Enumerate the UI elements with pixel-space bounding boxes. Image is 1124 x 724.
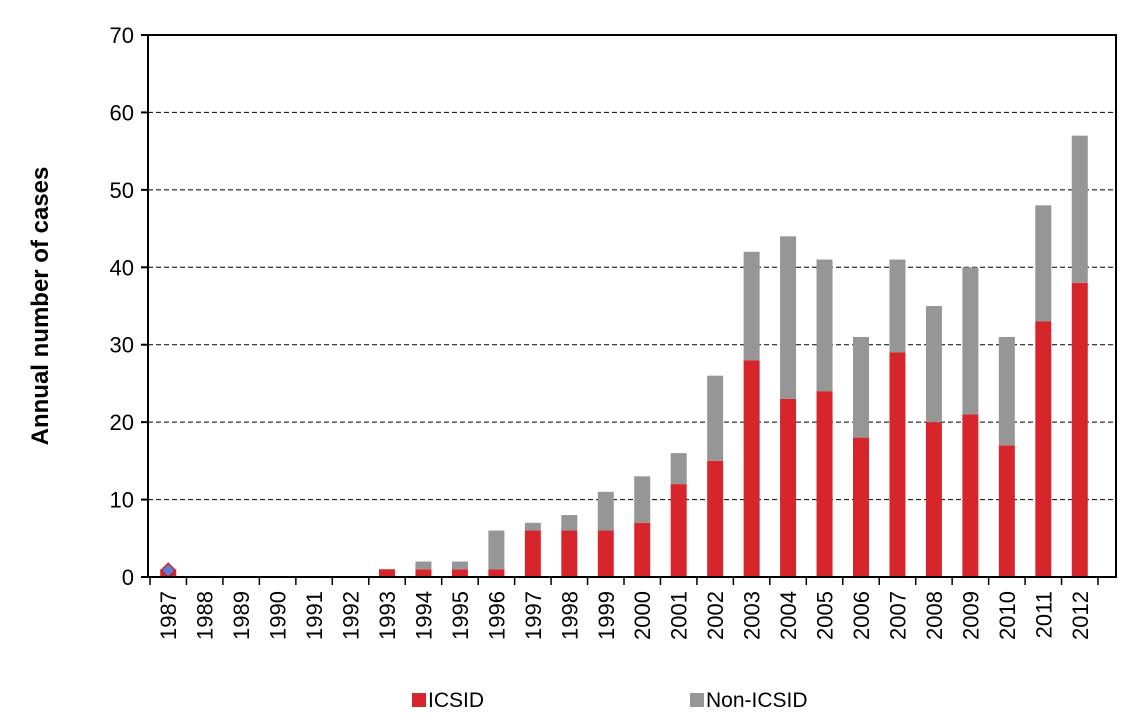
bar-non-icsid <box>816 259 833 392</box>
x-tick-label: 1993 <box>375 591 400 640</box>
x-tick-label: 1988 <box>193 591 218 640</box>
bar-icsid <box>451 569 468 577</box>
x-tick-label: 1999 <box>594 591 619 640</box>
bar-icsid <box>597 530 614 577</box>
bar-non-icsid <box>561 515 578 531</box>
bar-non-icsid <box>1071 135 1088 283</box>
bar-non-icsid <box>925 306 942 423</box>
x-tick-label: 2010 <box>995 591 1020 640</box>
bar-icsid <box>1035 321 1052 577</box>
x-tick-label: 2004 <box>776 591 801 640</box>
bar-non-icsid <box>597 491 614 531</box>
x-tick-label: 1996 <box>484 591 509 640</box>
x-tick-label: 2007 <box>885 591 910 640</box>
x-tick-label: 2009 <box>958 591 983 640</box>
bar-non-icsid <box>1035 205 1052 322</box>
bar-icsid <box>853 437 869 577</box>
legend-label: ICSID <box>428 689 484 712</box>
x-tick-label: 1991 <box>302 591 327 640</box>
x-tick-label: 2002 <box>703 591 728 640</box>
bar-icsid <box>379 569 395 577</box>
bar-non-icsid <box>853 336 869 438</box>
x-tick-label: 2005 <box>813 591 838 640</box>
y-axis-ticks: 0 10 20 30 40 50 60 70 <box>110 23 148 590</box>
y-axis-title: Annual number of cases <box>27 167 54 446</box>
bar-non-icsid <box>488 530 505 570</box>
bar-non-icsid <box>707 375 724 461</box>
bar-non-icsid <box>634 476 651 523</box>
x-tick-label: 2003 <box>740 591 765 640</box>
x-tick-label: 2001 <box>667 591 692 640</box>
x-tick-label: 2011 <box>1031 591 1056 638</box>
x-tick-label: 1998 <box>557 591 582 640</box>
bar-non-icsid <box>415 561 432 570</box>
bar-icsid <box>1071 282 1088 577</box>
y-tick-label: 0 <box>122 565 134 590</box>
y-tick-label: 40 <box>110 255 134 280</box>
bar-non-icsid <box>524 522 541 531</box>
bar-icsid <box>634 522 651 577</box>
x-tick-label: 1987 <box>156 591 181 640</box>
bar-icsid <box>889 352 906 577</box>
x-tick-label: 1994 <box>411 591 436 640</box>
bar-icsid <box>670 484 687 577</box>
y-tick-label: 50 <box>110 178 134 203</box>
bar-icsid <box>524 530 541 577</box>
legend: ICSID Non-ICSID <box>412 689 808 712</box>
bar-icsid <box>488 569 505 577</box>
bar-non-icsid <box>451 561 468 570</box>
y-tick-label: 20 <box>110 410 134 435</box>
x-tick-label: 2000 <box>630 591 655 640</box>
bar-icsid <box>780 398 797 577</box>
x-axis-ticks: 1987 1988 1989 1990 1991 1992 1993 1994 1995 1996… <box>149 577 1099 640</box>
bar-icsid <box>561 530 578 577</box>
bar-icsid <box>743 360 760 577</box>
x-tick-label: 2012 <box>1068 591 1093 640</box>
bar-non-icsid <box>743 251 760 361</box>
x-tick-label: 1990 <box>266 591 291 640</box>
x-tick-label: 2008 <box>922 591 947 640</box>
bar-icsid <box>415 569 432 577</box>
bar-icsid <box>925 422 942 577</box>
y-tick-label: 10 <box>110 488 134 513</box>
y-tick-label: 70 <box>110 23 134 48</box>
bar-icsid <box>998 445 1015 577</box>
bar-icsid <box>707 460 724 577</box>
x-tick-label: 1997 <box>521 591 546 640</box>
legend-label: Non-ICSID <box>706 689 808 712</box>
legend-swatch <box>412 693 426 707</box>
gridlines <box>148 111 1116 501</box>
bar-non-icsid <box>780 236 797 399</box>
x-tick-label: 2006 <box>849 591 874 640</box>
bar-non-icsid <box>670 453 687 485</box>
bar-icsid <box>962 414 979 577</box>
y-tick-label: 30 <box>110 333 134 358</box>
bars <box>160 135 1088 577</box>
x-tick-label: 1992 <box>339 591 364 640</box>
bar-non-icsid <box>998 336 1015 446</box>
plot-frame <box>147 34 1117 578</box>
bar-non-icsid <box>962 267 979 415</box>
bar-non-icsid <box>889 259 906 353</box>
bar-icsid <box>816 391 833 577</box>
legend-swatch <box>690 693 704 707</box>
x-tick-label: 1989 <box>229 591 254 640</box>
x-tick-label: 1995 <box>448 591 473 640</box>
y-tick-label: 60 <box>110 100 134 125</box>
